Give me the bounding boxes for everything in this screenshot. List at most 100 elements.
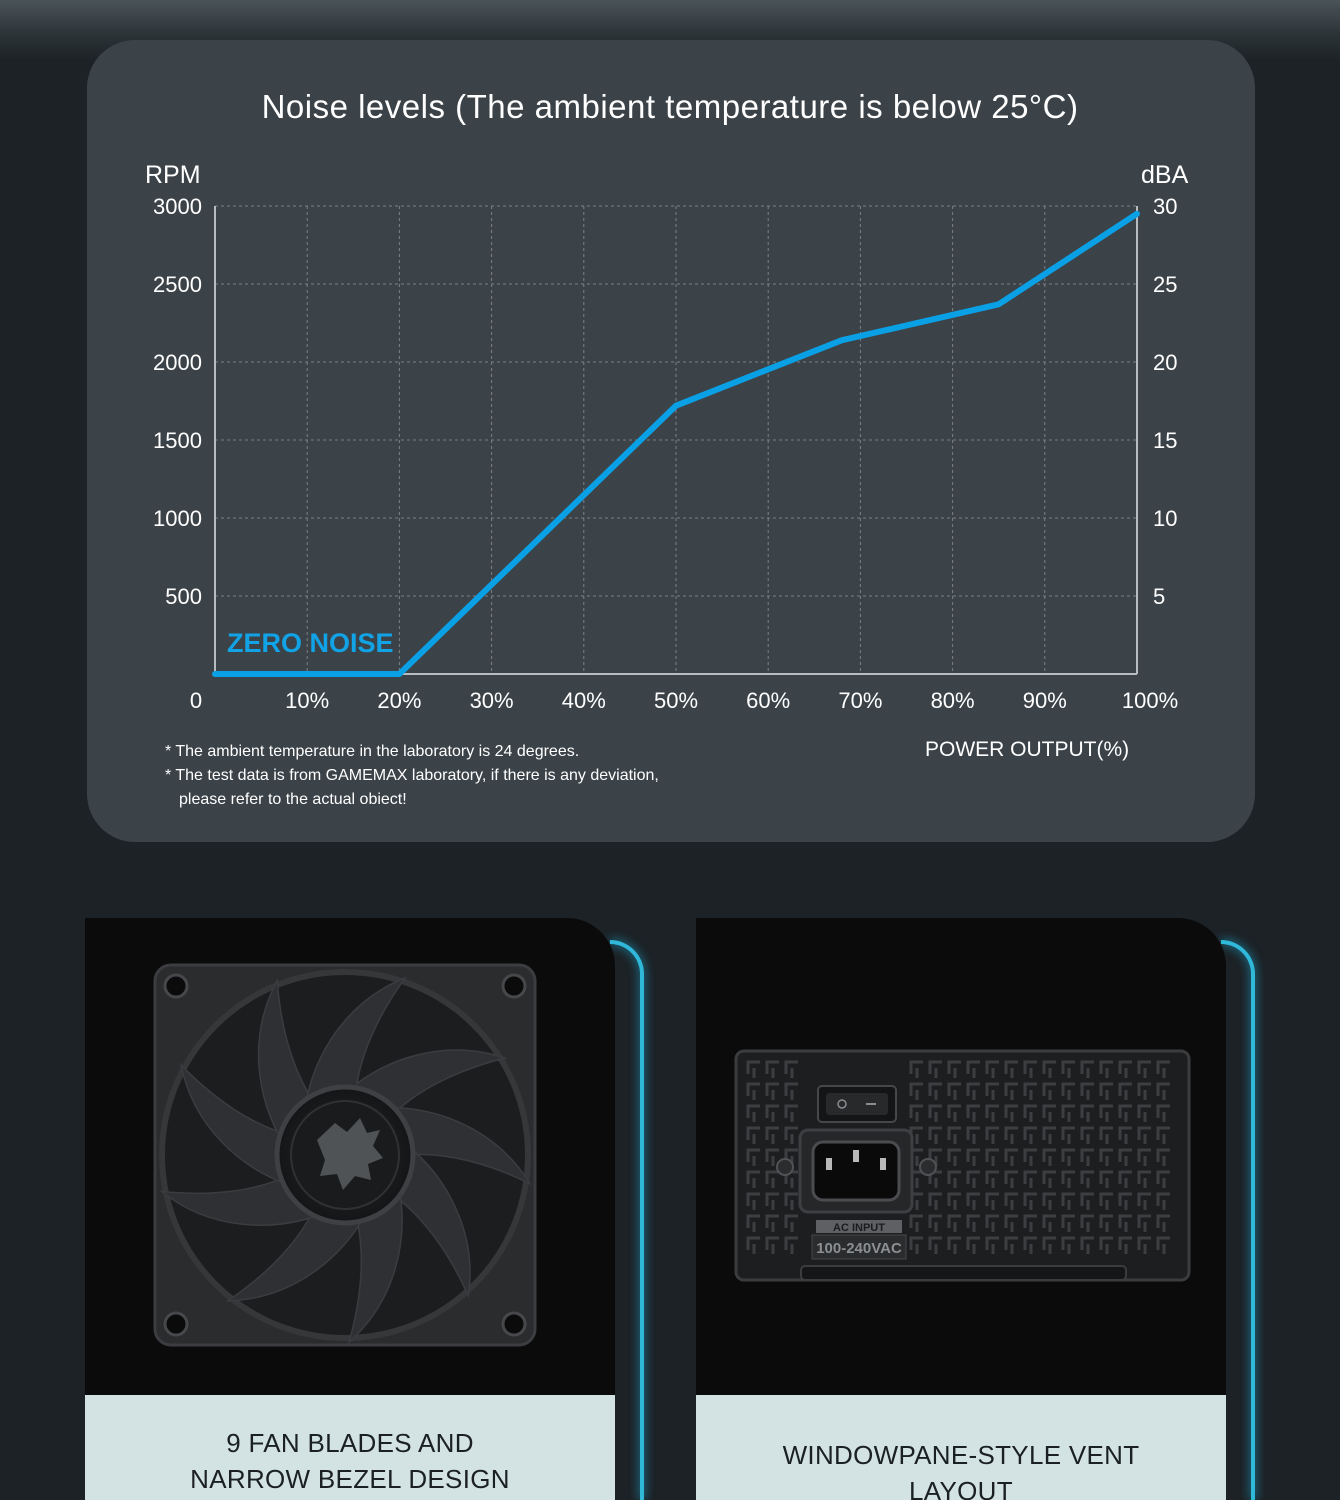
vent-cell <box>1004 1236 1018 1254</box>
vent-cell <box>1156 1104 1170 1122</box>
y-tick-label-left: 3000 <box>153 194 202 219</box>
y-tick-label-right: 25 <box>1153 272 1177 297</box>
vent-cell <box>1023 1148 1037 1166</box>
vent-cell <box>1137 1082 1151 1100</box>
vent-cell <box>928 1214 942 1232</box>
vent-cell <box>765 1236 779 1254</box>
vent-cell <box>947 1060 961 1078</box>
y-tick-label-right: 15 <box>1153 428 1177 453</box>
fan-blade <box>347 1184 403 1345</box>
psu-caption-line-2: LAYOUT <box>909 1476 1013 1500</box>
vent-cell <box>765 1192 779 1210</box>
vent-cell <box>1042 1104 1056 1122</box>
vent-cell <box>966 1170 980 1188</box>
vent-cell <box>1099 1192 1113 1210</box>
left-axis-unit: RPM <box>145 161 201 189</box>
vent-cell <box>1080 1148 1094 1166</box>
vent-cell <box>985 1104 999 1122</box>
vent-cell <box>928 1192 942 1210</box>
y-tick-label-left: 2500 <box>153 272 202 297</box>
vent-cell <box>1118 1192 1132 1210</box>
vent-cell <box>746 1214 760 1232</box>
vent-cell <box>985 1192 999 1210</box>
fan-caption-line-1: 9 FAN BLADES AND <box>226 1428 474 1458</box>
vent-cell <box>1023 1214 1037 1232</box>
vent-cell <box>746 1148 760 1166</box>
vent-cell <box>1099 1104 1113 1122</box>
fan-caption: 9 FAN BLADES AND NARROW BEZEL DESIGN <box>85 1395 615 1500</box>
vent-cell <box>928 1126 942 1144</box>
vent-cell <box>947 1082 961 1100</box>
vent-cell <box>1042 1214 1056 1232</box>
fan-image <box>153 963 537 1347</box>
fan-caption-line-2: NARROW BEZEL DESIGN <box>190 1464 510 1494</box>
vent-cell <box>966 1236 980 1254</box>
chart-grid <box>215 205 1137 674</box>
vent-cell <box>1023 1060 1037 1078</box>
card-accent-frame <box>610 940 644 1500</box>
vent-cell <box>1042 1060 1056 1078</box>
vent-cell <box>1004 1192 1018 1210</box>
x-tick-label: 20% <box>377 688 421 713</box>
x-tick-label: 0 <box>190 688 202 713</box>
right-axis-unit: dBA <box>1141 161 1189 189</box>
vent-cell <box>746 1060 760 1078</box>
voltage-label: 100-240VAC <box>816 1240 902 1257</box>
vent-cell <box>784 1060 798 1078</box>
vent-cell <box>765 1148 779 1166</box>
vent-cell <box>1042 1126 1056 1144</box>
vent-cell <box>746 1170 760 1188</box>
vent-cell <box>784 1236 798 1254</box>
vent-cell <box>1137 1192 1151 1210</box>
vent-cell <box>1080 1214 1094 1232</box>
vent-cell <box>909 1082 923 1100</box>
vent-cell <box>1137 1104 1151 1122</box>
footnote-1: * The ambient temperature in the laborat… <box>165 743 580 760</box>
footnote-3: please refer to the actual obiect! <box>179 791 407 808</box>
vent-cell <box>966 1104 980 1122</box>
x-tick-label: 10% <box>285 688 329 713</box>
vent-cell <box>746 1104 760 1122</box>
fan-blade <box>304 976 408 1109</box>
vent-cell <box>1080 1104 1094 1122</box>
vent-cell <box>1061 1082 1075 1100</box>
y-tick-label-right: 30 <box>1153 194 1177 219</box>
vent-cell <box>1061 1148 1075 1166</box>
vent-cell <box>1118 1060 1132 1078</box>
vent-cell <box>1156 1236 1170 1254</box>
vent-cell <box>1061 1170 1075 1188</box>
x-tick-label: 100% <box>1122 688 1178 713</box>
vent-cell <box>1042 1148 1056 1166</box>
x-axis-title: POWER OUTPUT(%) <box>925 738 1130 761</box>
vent-cell <box>1118 1170 1132 1188</box>
vent-cell <box>784 1126 798 1144</box>
vent-cell <box>1156 1192 1170 1210</box>
vent-cell <box>985 1060 999 1078</box>
vent-cell <box>1137 1060 1151 1078</box>
vent-cell <box>765 1126 779 1144</box>
vent-cell <box>909 1214 923 1232</box>
vent-cell <box>947 1236 961 1254</box>
vent-cell <box>1023 1104 1037 1122</box>
vent-cell <box>985 1214 999 1232</box>
vent-cell <box>1061 1126 1075 1144</box>
vent-cell <box>985 1170 999 1188</box>
x-tick-label: 60% <box>746 688 790 713</box>
vent-cell <box>1156 1170 1170 1188</box>
fan-blade <box>383 1106 532 1186</box>
zero-noise-annotation: ZERO NOISE <box>227 628 394 658</box>
vent-cell <box>1137 1148 1151 1166</box>
vent-cell <box>966 1192 980 1210</box>
vent-cell <box>1061 1214 1075 1232</box>
chart-panel <box>87 40 1255 842</box>
vent-cell <box>765 1170 779 1188</box>
vent-cell <box>947 1126 961 1144</box>
vent-cell <box>909 1104 923 1122</box>
x-tick-label: 30% <box>470 688 514 713</box>
vent-cell <box>947 1170 961 1188</box>
vent-cell <box>1080 1236 1094 1254</box>
footnote-2: * The test data is from GAMEMAX laborato… <box>165 767 659 784</box>
fan-blade <box>225 1197 368 1302</box>
x-tick-label: 70% <box>838 688 882 713</box>
psu-rear-image: AC INPUT 100-240VAC <box>734 1049 1191 1282</box>
